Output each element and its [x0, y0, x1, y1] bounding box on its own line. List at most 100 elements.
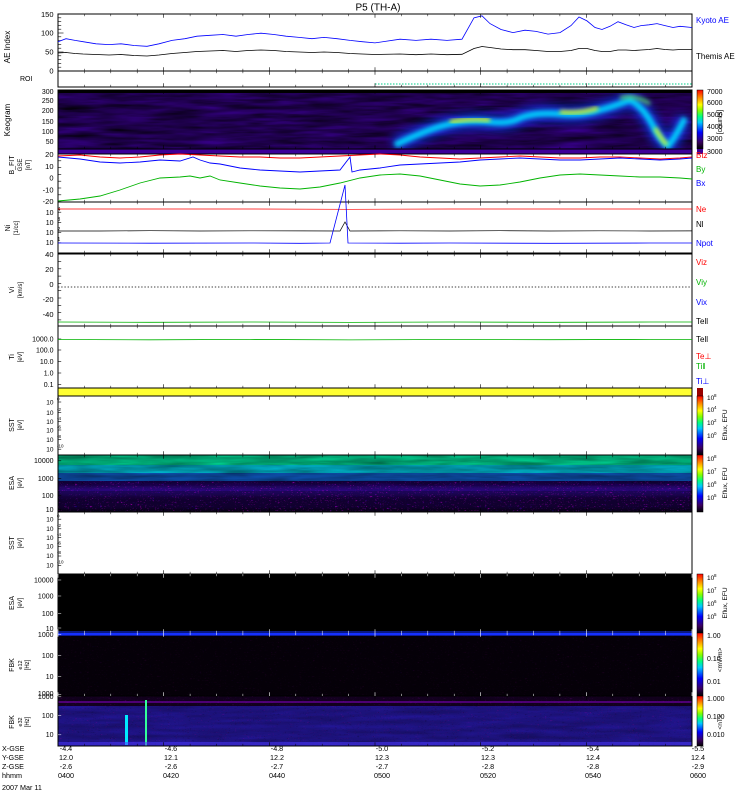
svg-text:-40: -40 [43, 310, 54, 319]
svg-text:1000: 1000 [38, 594, 54, 601]
svg-text:1: 1 [58, 237, 61, 243]
svg-text:Ti: Ti [9, 354, 16, 360]
svg-text:Eflux, EFU: Eflux, EFU [722, 467, 729, 498]
svg-text:-2: -2 [57, 523, 61, 528]
svg-text:1000: 1000 [38, 632, 54, 639]
svg-text:Btz: Btz [696, 151, 708, 160]
svg-text:-2.6: -2.6 [60, 762, 72, 771]
svg-text:10: 10 [45, 162, 53, 171]
svg-text:10: 10 [46, 428, 54, 435]
svg-text:10: 10 [46, 220, 54, 227]
svg-text:-2: -2 [57, 407, 61, 412]
svg-text:Te⊥: Te⊥ [696, 352, 711, 361]
svg-text:150: 150 [41, 10, 54, 19]
svg-text:Y-GSE: Y-GSE [2, 753, 24, 762]
svg-text:e12: e12 [18, 660, 24, 669]
svg-text:4: 4 [58, 207, 61, 213]
svg-text:100: 100 [42, 653, 54, 660]
svg-text:2: 2 [58, 227, 61, 233]
svg-text:0.1: 0.1 [44, 382, 54, 389]
svg-text:0600: 0600 [690, 771, 706, 780]
svg-text:10: 10 [46, 447, 54, 454]
svg-text:Vi: Vi [9, 287, 16, 294]
svg-text:<mV/m>: <mV/m> [717, 648, 724, 673]
svg-text:[Hz]: [Hz] [25, 659, 31, 670]
svg-text:-6: -6 [57, 541, 61, 546]
svg-text:Ti⊥: Ti⊥ [696, 377, 709, 386]
svg-text:10: 10 [46, 410, 54, 417]
svg-text:0.01: 0.01 [707, 679, 721, 686]
svg-text:[eV]: [eV] [18, 477, 24, 488]
svg-text:100: 100 [42, 129, 54, 136]
svg-text:300: 300 [42, 89, 54, 96]
svg-text:10: 10 [46, 419, 54, 426]
svg-text:Npot: Npot [696, 239, 714, 248]
svg-text:[eV]: [eV] [18, 597, 24, 608]
svg-text:12.3: 12.3 [481, 753, 495, 762]
svg-text:Ti‖: Ti‖ [696, 362, 706, 371]
svg-text:[eV]: [eV] [18, 419, 24, 430]
svg-text:12.4: 12.4 [586, 753, 600, 762]
svg-text:10: 10 [46, 732, 54, 739]
svg-text:Vix: Vix [696, 298, 707, 307]
svg-text:FBK: FBK [9, 715, 16, 729]
svg-text:2007 Mar 11: 2007 Mar 11 [2, 783, 42, 792]
svg-text:-6: -6 [57, 425, 61, 430]
svg-text:1.0: 1.0 [44, 371, 54, 378]
svg-text:0420: 0420 [163, 771, 179, 780]
svg-text:12.0: 12.0 [59, 753, 73, 762]
svg-text:10: 10 [46, 526, 54, 533]
svg-text:Bx: Bx [696, 179, 705, 188]
svg-text:-8: -8 [57, 434, 61, 439]
svg-text:[eV]: [eV] [18, 351, 24, 362]
svg-text:-20: -20 [43, 197, 54, 206]
svg-text:Nl: Nl [696, 220, 704, 229]
svg-text:-5.0: -5.0 [376, 744, 388, 753]
svg-text:Ne: Ne [696, 205, 707, 214]
svg-text:-2.9: -2.9 [692, 762, 704, 771]
svg-text:Themis AE: Themis AE [696, 52, 735, 61]
svg-text:GSE: GSE [18, 159, 24, 172]
svg-text:10: 10 [46, 674, 54, 681]
svg-text:0440: 0440 [269, 771, 285, 780]
svg-text:-4: -4 [57, 416, 61, 421]
svg-text:10: 10 [46, 400, 54, 407]
svg-text:-4.6: -4.6 [165, 744, 177, 753]
svg-text:SST: SST [9, 535, 16, 549]
svg-text:SST: SST [9, 417, 16, 431]
svg-text:-10: -10 [57, 560, 64, 565]
svg-text:Kyoto AE: Kyoto AE [696, 16, 729, 25]
svg-text:-4.4: -4.4 [60, 744, 72, 753]
svg-text:e32: e32 [18, 717, 24, 726]
svg-text:10: 10 [46, 210, 54, 217]
svg-text:Viy: Viy [696, 278, 707, 287]
svg-text:-5.2: -5.2 [482, 744, 494, 753]
svg-text:12.4: 12.4 [691, 753, 705, 762]
svg-text:3: 3 [58, 217, 61, 223]
svg-text:10: 10 [46, 437, 54, 444]
svg-text:10: 10 [46, 507, 54, 514]
svg-text:Ni: Ni [5, 224, 12, 231]
svg-text:100: 100 [42, 713, 54, 720]
svg-text:Tell: Tell [696, 335, 708, 344]
svg-text:Viz: Viz [696, 258, 707, 267]
svg-text:100: 100 [42, 493, 54, 500]
svg-text:-2.7: -2.7 [271, 762, 283, 771]
svg-text:7000: 7000 [707, 89, 723, 96]
svg-text:100.0: 100.0 [36, 348, 54, 355]
svg-text:X-GSE: X-GSE [2, 744, 25, 753]
svg-text:10: 10 [46, 544, 54, 551]
svg-text:10.0: 10.0 [40, 359, 54, 366]
svg-text:0520: 0520 [480, 771, 496, 780]
svg-text:10: 10 [46, 535, 54, 542]
svg-text:-5.5: -5.5 [692, 744, 704, 753]
svg-text:[nT]: [nT] [26, 160, 32, 171]
svg-text:6000: 6000 [707, 100, 723, 107]
svg-text:-8: -8 [57, 550, 61, 555]
svg-text:50: 50 [46, 139, 54, 146]
svg-text:0.010: 0.010 [707, 732, 725, 739]
svg-text:[Hz]: [Hz] [25, 716, 31, 727]
svg-text:0: 0 [49, 67, 53, 76]
svg-text:P5 (TH-A): P5 (TH-A) [356, 3, 401, 14]
svg-text:1.000: 1.000 [707, 696, 725, 703]
